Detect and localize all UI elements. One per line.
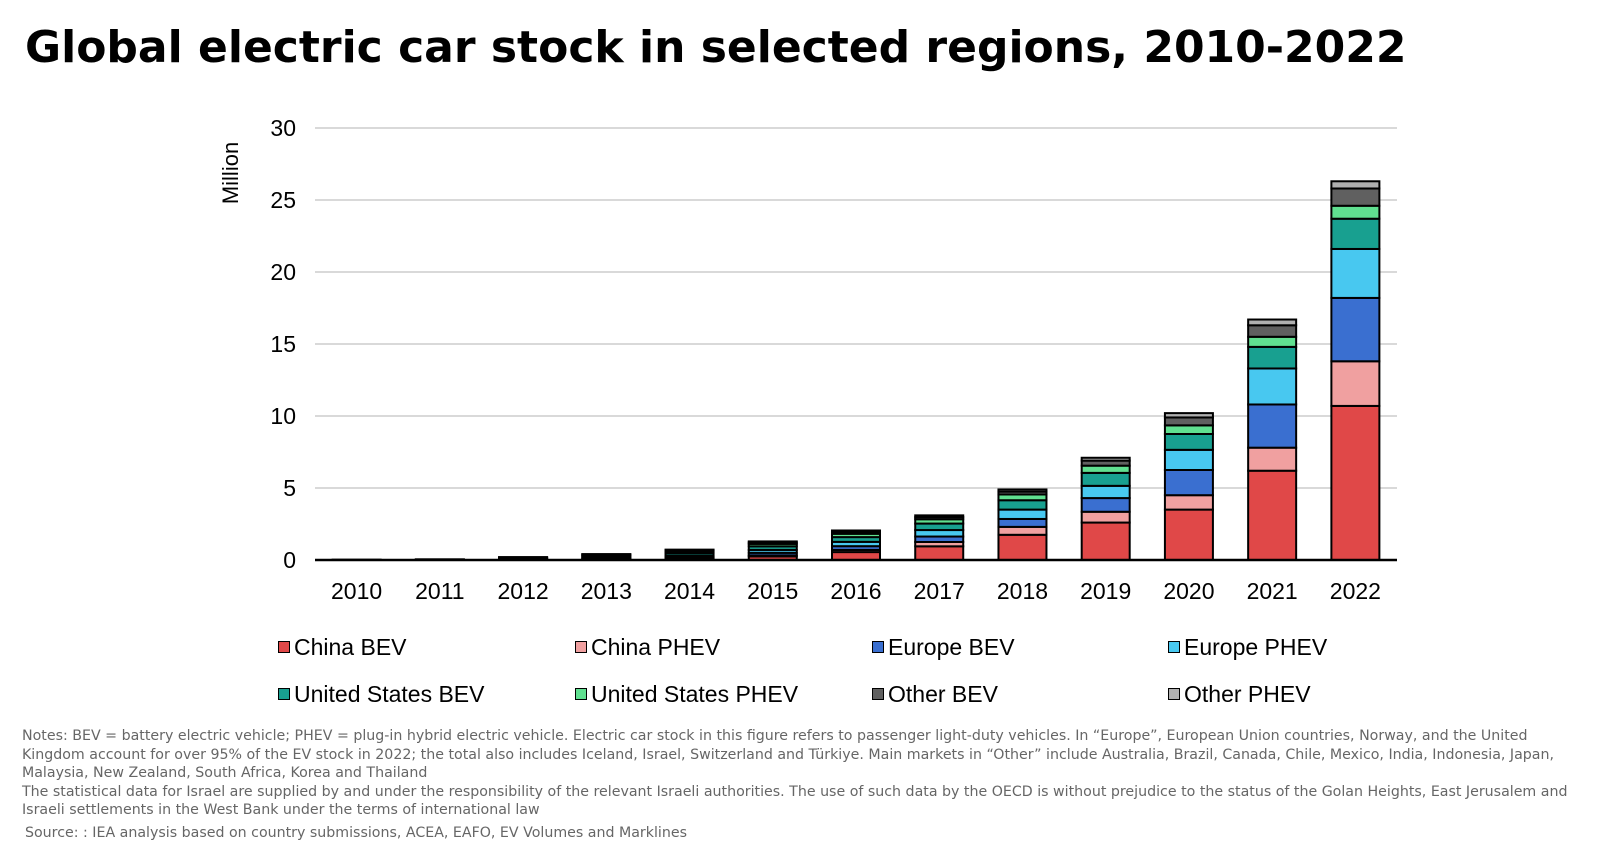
bar-segment-europe-bev-2020 bbox=[1163, 469, 1214, 497]
bar-segment-united-states-bev-2022 bbox=[1330, 217, 1381, 250]
bar-segment-other-bev-2021 bbox=[1247, 324, 1298, 338]
bar-segment-other-phev-2019 bbox=[1080, 456, 1131, 462]
legend-item: China PHEV bbox=[575, 634, 720, 660]
legend-item: Europe BEV bbox=[872, 634, 1015, 660]
x-tick-label: 2019 bbox=[1080, 578, 1131, 604]
bar-segment-united-states-bev-2018 bbox=[997, 499, 1048, 511]
legend-swatch bbox=[575, 641, 587, 653]
legend-item: United States PHEV bbox=[575, 681, 798, 707]
bar-segment-other-bev-2022 bbox=[1330, 187, 1381, 207]
y-tick-label: 25 bbox=[270, 187, 296, 213]
bar-segment-other-phev-2018 bbox=[997, 488, 1048, 493]
legend-label: United States PHEV bbox=[591, 680, 799, 707]
y-axis-ticks: 0 5 10 15 20 25 30 bbox=[270, 115, 296, 573]
notes-paragraph: The statistical data for Israel are supp… bbox=[22, 783, 1568, 819]
bar-segment-europe-bev-2019 bbox=[1080, 497, 1131, 513]
bars bbox=[331, 180, 1381, 562]
bar-segment-united-states-bev-2019 bbox=[1080, 471, 1131, 487]
bar-segment-other-phev-2016 bbox=[831, 529, 881, 533]
bar-segment-other-phev-2015 bbox=[747, 540, 798, 544]
x-tick-label: 2018 bbox=[997, 578, 1048, 604]
y-tick-label: 10 bbox=[270, 403, 296, 429]
legend-item: Europe PHEV bbox=[1168, 634, 1327, 660]
bar-segment-china-bev-2017 bbox=[914, 545, 965, 562]
bar-segment-china-bev-2019 bbox=[1080, 521, 1131, 561]
bar-segment-china-phev-2022 bbox=[1330, 360, 1381, 407]
bar-segment-other-phev-2017 bbox=[914, 514, 965, 519]
bar-segment-china-phev-2018 bbox=[997, 525, 1048, 536]
bar-segment-europe-phev-2020 bbox=[1163, 448, 1214, 471]
bar-segment-europe-bev-2021 bbox=[1247, 403, 1298, 449]
x-tick-label: 2022 bbox=[1330, 578, 1381, 604]
legend-label: Europe PHEV bbox=[1184, 633, 1328, 660]
bar-segment-other-phev-2021 bbox=[1247, 318, 1298, 327]
legend-swatch bbox=[1168, 688, 1180, 700]
legend-swatch bbox=[278, 688, 290, 700]
legend-label: Other PHEV bbox=[1184, 680, 1311, 707]
bar-segment-europe-bev-2018 bbox=[997, 517, 1048, 528]
y-tick-label: 15 bbox=[270, 331, 296, 357]
bar-segment-china-bev-2022 bbox=[1330, 404, 1381, 562]
legend-item: Other PHEV bbox=[1168, 681, 1311, 707]
legend-swatch bbox=[872, 641, 884, 653]
bar-segment-united-states-bev-2020 bbox=[1163, 433, 1214, 451]
gridlines bbox=[315, 127, 1397, 489]
bar-segment-europe-phev-2022 bbox=[1330, 247, 1381, 299]
legend-swatch bbox=[872, 688, 884, 700]
x-tick-label: 2021 bbox=[1247, 578, 1298, 604]
bar-segment-united-states-bev-2021 bbox=[1247, 345, 1298, 370]
y-tick-label: 0 bbox=[283, 547, 296, 573]
bar-segment-europe-bev-2022 bbox=[1330, 296, 1381, 363]
legend-label: Other BEV bbox=[888, 680, 998, 707]
legend-swatch bbox=[278, 641, 290, 653]
bar-segment-europe-phev-2019 bbox=[1080, 484, 1131, 500]
bar-segment-other-phev-2022 bbox=[1330, 180, 1381, 190]
bar-segment-china-phev-2020 bbox=[1163, 494, 1214, 511]
chart-title: Global electric car stock in selected re… bbox=[25, 22, 1407, 73]
bar-segment-united-states-phev-2019 bbox=[1080, 464, 1131, 474]
x-tick-label: 2014 bbox=[664, 578, 715, 604]
bar-segment-united-states-phev-2022 bbox=[1330, 204, 1381, 220]
x-tick-label: 2020 bbox=[1163, 578, 1214, 604]
bar-segment-other-phev-2014 bbox=[664, 548, 715, 552]
x-tick-label: 2012 bbox=[497, 578, 548, 604]
x-tick-label: 2015 bbox=[747, 578, 798, 604]
legend-label: China PHEV bbox=[591, 633, 721, 660]
x-axis-ticks: 2010 2011 2012 2013 2014 2015 2016 2017 2018 2019… bbox=[331, 578, 1381, 604]
bar-segment-china-phev-2021 bbox=[1247, 446, 1298, 472]
source-note: Source: : IEA analysis based on country … bbox=[25, 825, 687, 841]
bar-segment-china-bev-2020 bbox=[1163, 508, 1214, 562]
x-tick-label: 2011 bbox=[415, 578, 464, 604]
legend-label: United States BEV bbox=[294, 680, 485, 707]
bar-segment-other-phev-2020 bbox=[1163, 412, 1214, 419]
bar-segment-other-bev-2020 bbox=[1163, 416, 1214, 427]
bar-segment-europe-phev-2018 bbox=[997, 508, 1048, 520]
bar-segment-china-phev-2019 bbox=[1080, 510, 1131, 524]
legend-item: China BEV bbox=[278, 634, 407, 660]
notes-paragraph: Notes: BEV = battery electric vehicle; P… bbox=[22, 728, 1554, 781]
legend-item: Other BEV bbox=[872, 681, 998, 707]
legend-item: United States BEV bbox=[278, 681, 485, 707]
bar-segment-europe-phev-2021 bbox=[1247, 367, 1298, 406]
bar-segment-china-bev-2021 bbox=[1247, 469, 1298, 561]
legend-swatch bbox=[1168, 641, 1180, 653]
legend-label: Europe BEV bbox=[888, 633, 1015, 660]
x-tick-label: 2013 bbox=[581, 578, 632, 604]
x-tick-label: 2016 bbox=[830, 578, 881, 604]
bar-segment-united-states-phev-2021 bbox=[1247, 335, 1298, 348]
x-tick-label: 2010 bbox=[331, 578, 382, 604]
legend-label: China BEV bbox=[294, 633, 407, 660]
notes: Notes: BEV = battery electric vehicle; P… bbox=[22, 727, 1582, 820]
y-tick-label: 30 bbox=[270, 115, 296, 141]
x-tick-label: 2017 bbox=[914, 578, 965, 604]
bar-segment-united-states-phev-2020 bbox=[1163, 424, 1214, 435]
y-tick-label: 20 bbox=[270, 259, 296, 285]
y-axis-label: Million bbox=[218, 142, 243, 204]
bar-segment-china-bev-2018 bbox=[997, 533, 1048, 561]
legend-swatch bbox=[575, 688, 587, 700]
y-tick-label: 5 bbox=[283, 475, 296, 501]
